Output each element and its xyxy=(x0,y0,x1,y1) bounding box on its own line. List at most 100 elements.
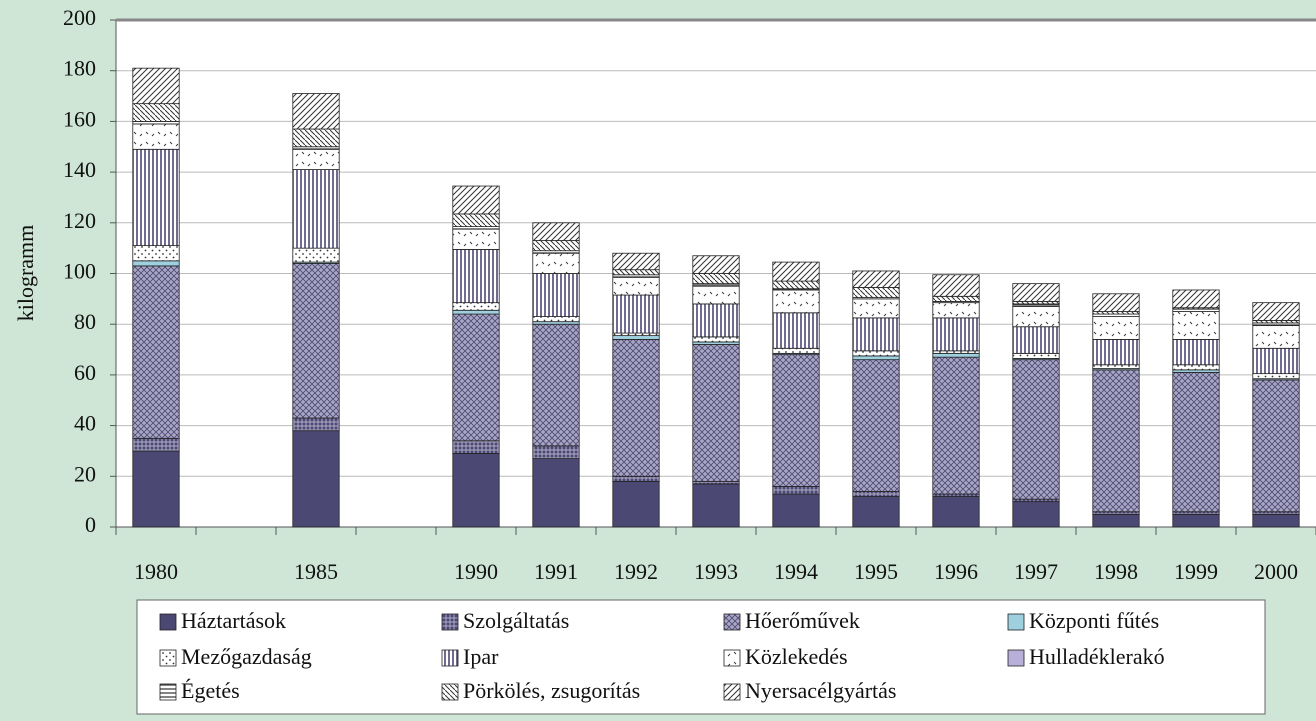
bar-segment xyxy=(612,294,660,334)
y-tick-label: 20 xyxy=(74,461,96,486)
bar-segment xyxy=(132,260,180,267)
legend-swatch xyxy=(723,683,741,701)
bar-segment xyxy=(292,247,340,263)
x-tick-label: 1991 xyxy=(534,559,578,584)
bar-segment xyxy=(852,359,900,492)
y-tick-label: 160 xyxy=(63,106,96,131)
y-tick-label: 80 xyxy=(74,309,96,334)
bar-segment xyxy=(1092,316,1140,340)
bar-segment xyxy=(692,336,740,343)
x-tick-label: 1980 xyxy=(134,559,178,584)
bar-segment xyxy=(692,273,740,285)
x-tick-label: 1992 xyxy=(614,559,658,584)
bar-segment xyxy=(612,335,660,340)
bar-segment xyxy=(132,245,180,262)
legend-swatch xyxy=(1007,613,1025,631)
bar-segment xyxy=(532,458,580,528)
y-tick-label: 140 xyxy=(63,157,96,182)
x-tick-label: 1990 xyxy=(454,559,498,584)
bar-segment xyxy=(772,261,820,282)
bar-segment xyxy=(292,93,340,130)
legend-label: Nyersacélgyártás xyxy=(745,678,896,703)
y-tick-label: 200 xyxy=(63,5,96,30)
bar-segment xyxy=(1012,306,1060,328)
bar-segment xyxy=(772,312,820,349)
bar-segment xyxy=(932,496,980,528)
bar-segment xyxy=(132,103,180,122)
bar-segment xyxy=(772,354,820,487)
legend-label: Ipar xyxy=(463,644,499,669)
bar-segment xyxy=(932,352,980,358)
legend-label: Pörkölés, zsugorítás xyxy=(463,678,640,703)
bar-segment xyxy=(612,480,660,528)
x-tick-label: 1995 xyxy=(854,559,898,584)
bar-segment xyxy=(1012,326,1060,354)
bar-segment xyxy=(1092,364,1140,369)
bar-segment xyxy=(1092,293,1140,312)
bar-segment xyxy=(292,148,340,170)
bar-segment xyxy=(452,213,500,228)
bar-segment xyxy=(852,317,900,352)
bar-segment xyxy=(772,289,820,314)
x-tick-label: 1999 xyxy=(1174,559,1218,584)
y-tick-label: 0 xyxy=(85,512,96,537)
legend-label: Közlekedés xyxy=(745,644,848,669)
bar-segment xyxy=(132,265,180,439)
bar-segment xyxy=(292,262,340,419)
x-tick-label: 1997 xyxy=(1014,559,1058,584)
legend-label: Égetés xyxy=(181,678,240,703)
bar-segment xyxy=(292,128,340,148)
bar-segment xyxy=(1012,283,1060,302)
bar-segment xyxy=(932,302,980,319)
bar-segment xyxy=(932,317,980,352)
bar-segment xyxy=(532,316,580,323)
x-tick-label: 1996 xyxy=(934,559,978,584)
bar-segment xyxy=(1092,369,1140,513)
legend-swatch xyxy=(441,649,459,667)
bar-segment xyxy=(1172,339,1220,366)
bar-segment xyxy=(612,269,660,276)
bar-segment xyxy=(132,148,180,247)
bar-segment xyxy=(692,255,740,274)
legend-label: Mezőgazdaság xyxy=(181,644,312,669)
bar-segment xyxy=(452,313,500,442)
x-tick-label: 1985 xyxy=(294,559,338,584)
bar-segment xyxy=(1012,359,1060,500)
legend-swatch xyxy=(159,613,177,631)
bar-segment xyxy=(612,475,660,482)
bar-segment xyxy=(532,222,580,241)
y-tick-label: 180 xyxy=(63,56,96,81)
bar-segment xyxy=(532,240,580,252)
bar-segment xyxy=(532,273,580,317)
bar-segment xyxy=(852,270,900,288)
bar-segment xyxy=(452,249,500,304)
bar-segment xyxy=(1012,352,1060,359)
legend-swatch xyxy=(723,613,741,631)
x-tick-label: 1998 xyxy=(1094,559,1138,584)
bar-segment xyxy=(1252,373,1300,380)
y-tick-label: 100 xyxy=(63,259,96,284)
bar-segment xyxy=(132,123,180,150)
bar-segment xyxy=(932,295,980,302)
bar-segment xyxy=(1172,513,1220,528)
bar-segment xyxy=(852,287,900,298)
legend-swatch xyxy=(441,683,459,701)
y-tick-label: 120 xyxy=(63,208,96,233)
bar-segment xyxy=(692,303,740,338)
bar-segment xyxy=(292,417,340,432)
legend-box xyxy=(136,599,1266,715)
y-axis-label: kilogramm xyxy=(13,225,38,322)
bar-segment xyxy=(452,185,500,215)
bar-segment xyxy=(1012,501,1060,528)
bar-segment xyxy=(532,445,580,459)
bar-segment xyxy=(1172,311,1220,340)
bar-segment xyxy=(452,302,500,311)
bar-segment xyxy=(1092,513,1140,528)
legend-label: Szolgáltatás xyxy=(463,608,569,633)
bar-segment xyxy=(1252,325,1300,349)
legend-swatch xyxy=(159,683,177,701)
legend-swatch xyxy=(159,649,177,667)
bar-segment xyxy=(852,496,900,528)
bar-segment xyxy=(532,323,580,447)
